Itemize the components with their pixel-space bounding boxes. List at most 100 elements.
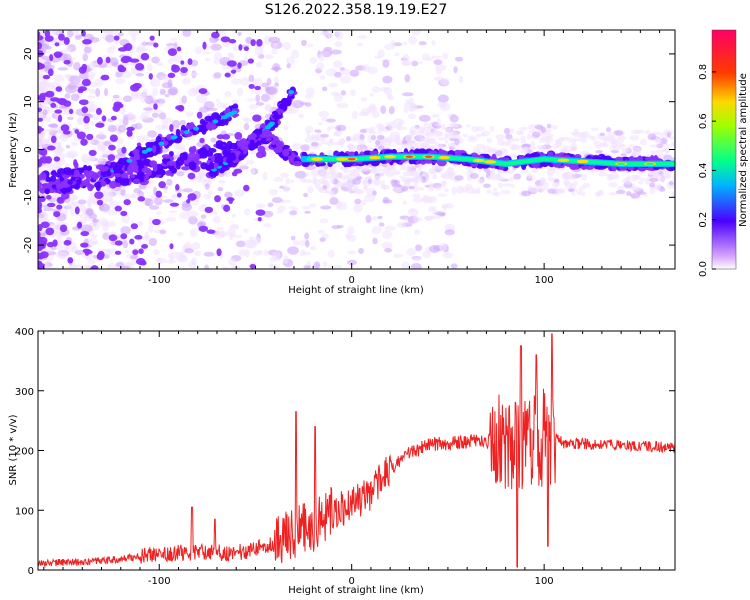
spectrogram-blob [399, 166, 409, 171]
spectrogram-blob [80, 224, 93, 233]
spectrogram-blob [64, 84, 77, 94]
spectrogram-blob [236, 150, 241, 155]
spectrogram-blob [555, 138, 563, 146]
spectrogram-blob [216, 134, 225, 140]
snr-xlabel: Height of straight line (km) [288, 585, 424, 596]
spectrogram-blob [283, 125, 289, 131]
spectrogram-blob [216, 226, 224, 232]
spectrogram-blob [74, 249, 85, 255]
spectrogram-blob [429, 169, 437, 174]
spectrogram-blob [152, 109, 164, 113]
spectrogram-blob [249, 264, 257, 269]
spectrogram-blob [107, 154, 116, 162]
spectrogram-blob [489, 125, 495, 133]
spectrogram-blob [531, 187, 538, 193]
spectrogram-blob [142, 134, 150, 142]
spectrogram-blob [426, 57, 434, 61]
spectrogram-blob [179, 119, 186, 127]
spectrogram-blob [107, 209, 118, 216]
spectrogram-blob [247, 142, 256, 151]
spectrogram-blob [320, 140, 329, 145]
spectrogram-blob [341, 180, 352, 188]
spectrogram-blob [142, 107, 153, 111]
spectrogram-blob [230, 223, 239, 229]
spectrogram-blob [73, 61, 81, 71]
spectrogram-blob [72, 264, 82, 268]
spectrogram-blob [250, 39, 256, 47]
spectrogram-blob [219, 112, 225, 117]
spectrogram-blob [656, 143, 664, 149]
spectrogram-blob [191, 72, 199, 77]
spectrogram-blob [59, 224, 68, 233]
spectrogram-blob [221, 115, 228, 120]
spectrogram-blob [165, 170, 172, 176]
spectrogram-blob [77, 221, 82, 229]
spectrogram-blob [230, 69, 237, 74]
spectrogram-blob [141, 167, 151, 174]
spectrogram-blob [546, 127, 552, 134]
spectrogram-blob [101, 154, 110, 158]
spectrogram-blob [672, 174, 675, 181]
spectrogram-blob [274, 82, 280, 87]
spectrogram-blob [453, 66, 458, 74]
spectrogram-blob [215, 230, 221, 236]
spectrogram-blob [350, 137, 358, 142]
spectrogram-blob [111, 97, 122, 102]
spectrogram-blob [372, 237, 378, 245]
spectrogram-blob [54, 53, 62, 59]
spectrogram-blob [366, 147, 374, 151]
spectrogram-blob [224, 171, 230, 177]
spectrogram-blob [220, 230, 226, 238]
spectrogram-blob [336, 224, 344, 229]
snr-ytick-label: 400 [15, 327, 34, 338]
spectrogram-blob [328, 166, 334, 172]
spectrogram-blob [547, 151, 554, 157]
spectrogram-blob [155, 211, 162, 215]
spectrogram-blob [541, 135, 551, 141]
spectrogram-blob [210, 137, 217, 143]
spectrogram-blob [95, 88, 101, 98]
spectrogram-blob [340, 90, 346, 96]
spectrogram-blob [40, 211, 47, 215]
spectrogram-blob [221, 65, 232, 70]
spectrogram-blob [509, 137, 514, 143]
spectrogram-blob [202, 51, 211, 55]
spectrogram-blob [56, 204, 63, 210]
spectrogram-blob [304, 239, 310, 248]
spectrogram-blob [649, 182, 656, 188]
spectrogram-blob [230, 78, 241, 85]
spectrogram-blob [435, 68, 442, 75]
spectrogram-blob [189, 228, 198, 238]
spectrogram-ylabel: Frequency (Hz) [8, 112, 19, 188]
spectrogram-blob [55, 86, 63, 92]
spectrogram-blob [582, 182, 590, 189]
spectrogram-blob [50, 102, 57, 108]
spectrogram-blob [365, 214, 372, 224]
spectrogram-blob [595, 145, 602, 149]
spectrogram-blob [636, 156, 643, 162]
spectrogram-blob [347, 250, 357, 255]
spectrogram-blob [120, 188, 126, 197]
spectrogram-blob [509, 128, 515, 134]
spectrogram-blob [474, 159, 483, 162]
spectrogram-blob [264, 105, 273, 112]
spectrogram-blob [273, 147, 283, 153]
spectrogram-blob [115, 71, 123, 78]
spectrogram-blob [76, 131, 86, 140]
spectrogram-blob [363, 171, 370, 175]
spectrogram-blob [402, 200, 407, 205]
spectrogram-blob [223, 204, 231, 212]
spectrogram-blob [359, 128, 367, 134]
spectrogram-blob [546, 123, 552, 129]
spectrogram-blob [173, 143, 186, 150]
spectrogram-blob [148, 224, 154, 233]
spectrogram-blob [301, 251, 311, 256]
spectrogram-blob [268, 263, 274, 267]
spectrogram-blob [90, 154, 96, 161]
spectrogram-blob [57, 67, 69, 71]
spectrogram-blob [117, 125, 127, 133]
spectrogram-blob [363, 184, 368, 192]
spectrogram-blob [264, 125, 271, 130]
spectrogram-blob [55, 251, 68, 259]
spectrogram-blob [347, 226, 355, 235]
